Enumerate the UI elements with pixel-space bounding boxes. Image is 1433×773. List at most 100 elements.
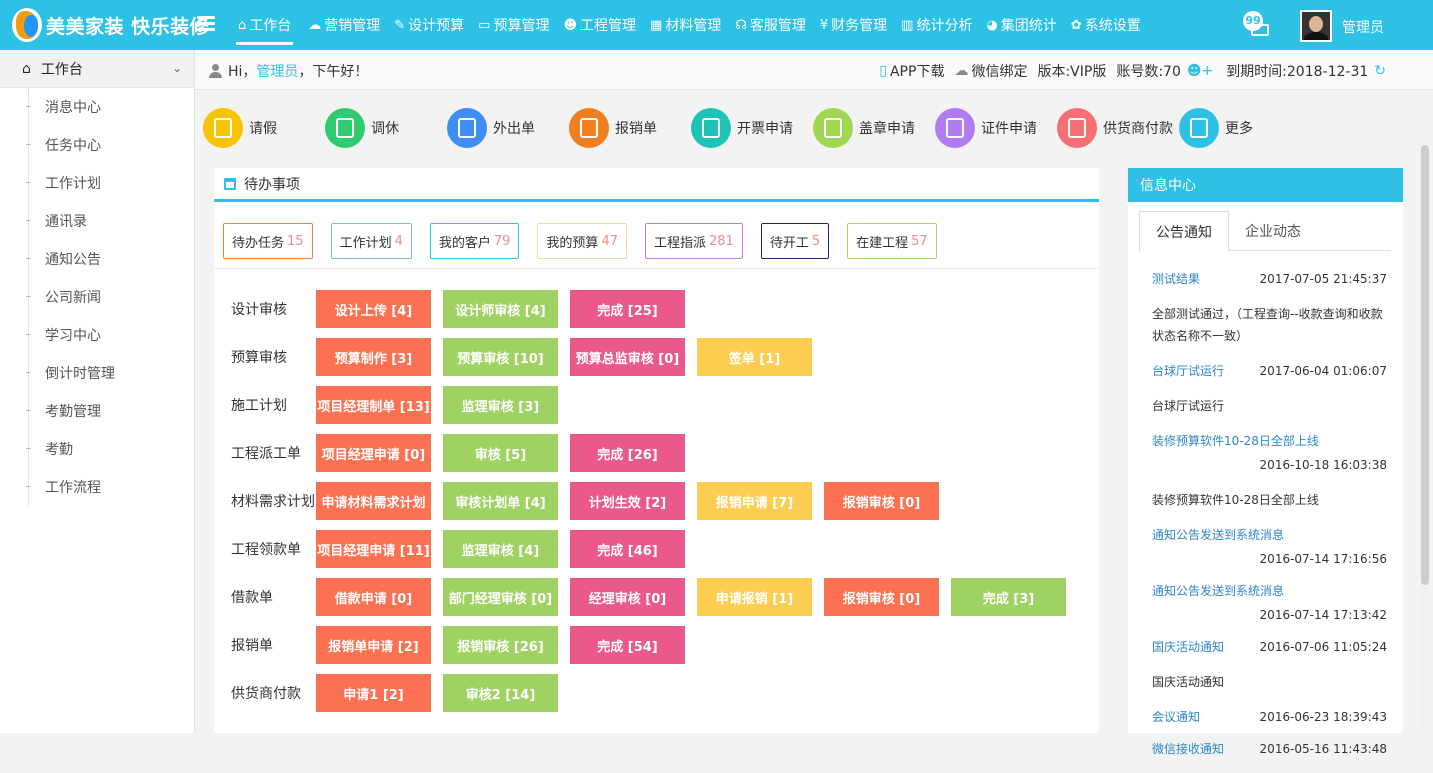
- news-item[interactable]: 通知公告发送到系统消息 2016-07-14 17:16:56: [1152, 527, 1387, 567]
- quick-action-5[interactable]: 开票申请: [691, 106, 813, 150]
- news-item[interactable]: 测试结果 2017-07-05 21:45:37: [1152, 271, 1387, 287]
- sidebar-item-7[interactable]: 学习中心: [0, 316, 194, 354]
- quick-action-9[interactable]: 更多: [1179, 106, 1301, 150]
- sidebar-item-5[interactable]: 通知公告: [0, 240, 194, 278]
- refresh-icon[interactable]: ↻: [1374, 63, 1386, 79]
- news-item[interactable]: 微信接收通知 2016-05-16 11:43:48: [1152, 741, 1387, 757]
- avatar[interactable]: [1300, 10, 1332, 42]
- add-user-icon[interactable]: ☻+: [1186, 63, 1214, 79]
- sidebar-item-3[interactable]: 工作计划: [0, 164, 194, 202]
- sidebar-item-1[interactable]: 消息中心: [0, 88, 194, 126]
- workflow-button[interactable]: 报销单申请 [2]: [316, 626, 431, 664]
- news-title[interactable]: 装修预算软件10-28日全部上线: [1152, 434, 1319, 448]
- todo-tag-7[interactable]: 在建工程 57: [847, 223, 937, 259]
- news-title[interactable]: 通知公告发送到系统消息: [1152, 584, 1285, 598]
- workflow-button[interactable]: 项目经理制单 [13]: [316, 386, 431, 424]
- sidebar-item-11[interactable]: 工作流程: [0, 468, 194, 506]
- topnav-item-10[interactable]: ◕ 集团统计: [979, 0, 1063, 50]
- workflow-button[interactable]: 签单 [1]: [697, 338, 812, 376]
- workflow-button[interactable]: 项目经理申请 [11]: [316, 530, 431, 568]
- workflow-button[interactable]: 申请材料需求计划: [316, 482, 431, 520]
- sidebar-item-4[interactable]: 通讯录: [0, 202, 194, 240]
- workflow-button[interactable]: 审核2 [14]: [443, 674, 558, 712]
- todo-tag-4[interactable]: 我的预算 47: [537, 223, 627, 259]
- topnav-item-1[interactable]: ⌂ 工作台: [228, 0, 301, 50]
- sidebar-item-9[interactable]: 考勤管理: [0, 392, 194, 430]
- workflow-button[interactable]: 审核计划单 [4]: [443, 482, 558, 520]
- scrollbar-thumb[interactable]: [1421, 145, 1429, 585]
- workflow-button[interactable]: 申请1 [2]: [316, 674, 431, 712]
- workflow-button[interactable]: 完成 [25]: [570, 290, 685, 328]
- scrollbar[interactable]: [1420, 141, 1430, 731]
- quick-action-6[interactable]: 盖章申请: [813, 106, 935, 150]
- workflow-button[interactable]: 监理审核 [4]: [443, 530, 558, 568]
- topnav-item-5[interactable]: ☻ 工程管理: [556, 0, 643, 50]
- todo-tag-3[interactable]: 我的客户 79: [429, 223, 520, 259]
- topnav-item-2[interactable]: ☁ 营销管理: [301, 0, 387, 50]
- workflow-button[interactable]: 完成 [46]: [570, 530, 685, 568]
- app-download-link[interactable]: ▯ APP下载: [879, 61, 944, 81]
- workflow-button[interactable]: 完成 [26]: [570, 434, 685, 472]
- workflow-button[interactable]: 申请报销 [1]: [697, 578, 812, 616]
- workflow-button[interactable]: 监理审核 [3]: [443, 386, 558, 424]
- workflow-button[interactable]: 预算制作 [3]: [316, 338, 431, 376]
- news-item[interactable]: 装修预算软件10-28日全部上线 2016-10-18 16:03:38: [1152, 433, 1387, 473]
- info-tab-2[interactable]: 企业动态: [1245, 224, 1301, 240]
- news-item[interactable]: 会议通知 2016-06-23 18:39:43: [1152, 709, 1387, 725]
- greeting-user[interactable]: 管理员: [256, 64, 299, 80]
- quick-action-8[interactable]: 供货商付款: [1057, 106, 1179, 150]
- todo-tag-5[interactable]: 工程指派 281: [644, 223, 743, 259]
- sidebar-item-10[interactable]: 考勤: [0, 430, 194, 468]
- workflow-button[interactable]: 计划生效 [2]: [570, 482, 685, 520]
- workflow-button[interactable]: 预算总监审核 [0]: [570, 338, 685, 376]
- news-title[interactable]: 国庆活动通知: [1152, 640, 1225, 654]
- todo-tag-1[interactable]: 待办任务 15: [223, 223, 313, 259]
- sidebar-item-2[interactable]: 任务中心: [0, 126, 194, 164]
- workflow-button[interactable]: 报销申请 [7]: [697, 482, 812, 520]
- menu-toggle-icon[interactable]: [197, 16, 215, 32]
- sidebar-item-6[interactable]: 公司新闻: [0, 278, 194, 316]
- workflow-button[interactable]: 预算审核 [10]: [443, 338, 558, 376]
- todo-tag-2[interactable]: 工作计划 4: [330, 223, 412, 259]
- quick-action-3[interactable]: 外出单: [447, 106, 569, 150]
- news-title[interactable]: 测试结果: [1152, 272, 1201, 286]
- quick-action-2[interactable]: 调休: [325, 106, 447, 150]
- messages-button[interactable]: 99: [1234, 8, 1284, 44]
- topnav-item-6[interactable]: ▦ 材料管理: [643, 0, 728, 50]
- topnav-item-8[interactable]: ¥ 财务管理: [813, 0, 894, 50]
- workflow-button[interactable]: 借款申请 [0]: [316, 578, 431, 616]
- sidebar-item-8[interactable]: 倒计时管理: [0, 354, 194, 392]
- workflow-button[interactable]: 部门经理审核 [0]: [443, 578, 558, 616]
- brand-logo[interactable]: 美美家装 快乐装修: [12, 8, 209, 42]
- todo-tag-6[interactable]: 待开工 5: [760, 223, 830, 259]
- workflow-button[interactable]: 项目经理申请 [0]: [316, 434, 431, 472]
- topnav-item-7[interactable]: ☊ 客服管理: [728, 0, 813, 50]
- user-name[interactable]: 管理员: [1342, 20, 1384, 36]
- quick-action-1[interactable]: 请假: [203, 106, 325, 150]
- workflow-button[interactable]: 完成 [3]: [951, 578, 1066, 616]
- news-item[interactable]: 台球厅试运行 2017-06-04 01:06:07: [1152, 363, 1387, 379]
- quick-action-4[interactable]: 报销单: [569, 106, 691, 150]
- topnav-item-11[interactable]: ✿ 系统设置: [1064, 0, 1148, 50]
- workflow-button[interactable]: 审核 [5]: [443, 434, 558, 472]
- workflow-button[interactable]: 设计上传 [4]: [316, 290, 431, 328]
- info-tab-1[interactable]: 公告通知: [1139, 211, 1229, 252]
- workflow-button[interactable]: 完成 [54]: [570, 626, 685, 664]
- workflow-button[interactable]: 设计师审核 [4]: [443, 290, 558, 328]
- topnav-item-4[interactable]: ▭ 预算管理: [471, 0, 556, 50]
- topnav-item-3[interactable]: ✎ 设计预算: [387, 0, 471, 50]
- workflow-button[interactable]: 报销审核 [26]: [443, 626, 558, 664]
- news-title[interactable]: 微信接收通知: [1152, 742, 1225, 756]
- quick-action-7[interactable]: 证件申请: [935, 106, 1057, 150]
- news-title[interactable]: 台球厅试运行: [1152, 364, 1225, 378]
- workflow-button[interactable]: 报销审核 [0]: [824, 578, 939, 616]
- workflow-button[interactable]: 报销审核 [0]: [824, 482, 939, 520]
- workflow-button[interactable]: 经理审核 [0]: [570, 578, 685, 616]
- news-item[interactable]: 通知公告发送到系统消息 2016-07-14 17:13:42: [1152, 583, 1387, 623]
- news-title[interactable]: 通知公告发送到系统消息: [1152, 528, 1285, 542]
- news-item[interactable]: 国庆活动通知 2016-07-06 11:05:24: [1152, 639, 1387, 655]
- news-title[interactable]: 会议通知: [1152, 710, 1201, 724]
- sidebar-head-workbench[interactable]: ⌂ 工作台 ⌄: [0, 50, 194, 88]
- topnav-item-9[interactable]: ▥ 统计分析: [894, 0, 979, 50]
- wechat-bind-link[interactable]: ☁ 微信绑定: [954, 61, 1027, 81]
